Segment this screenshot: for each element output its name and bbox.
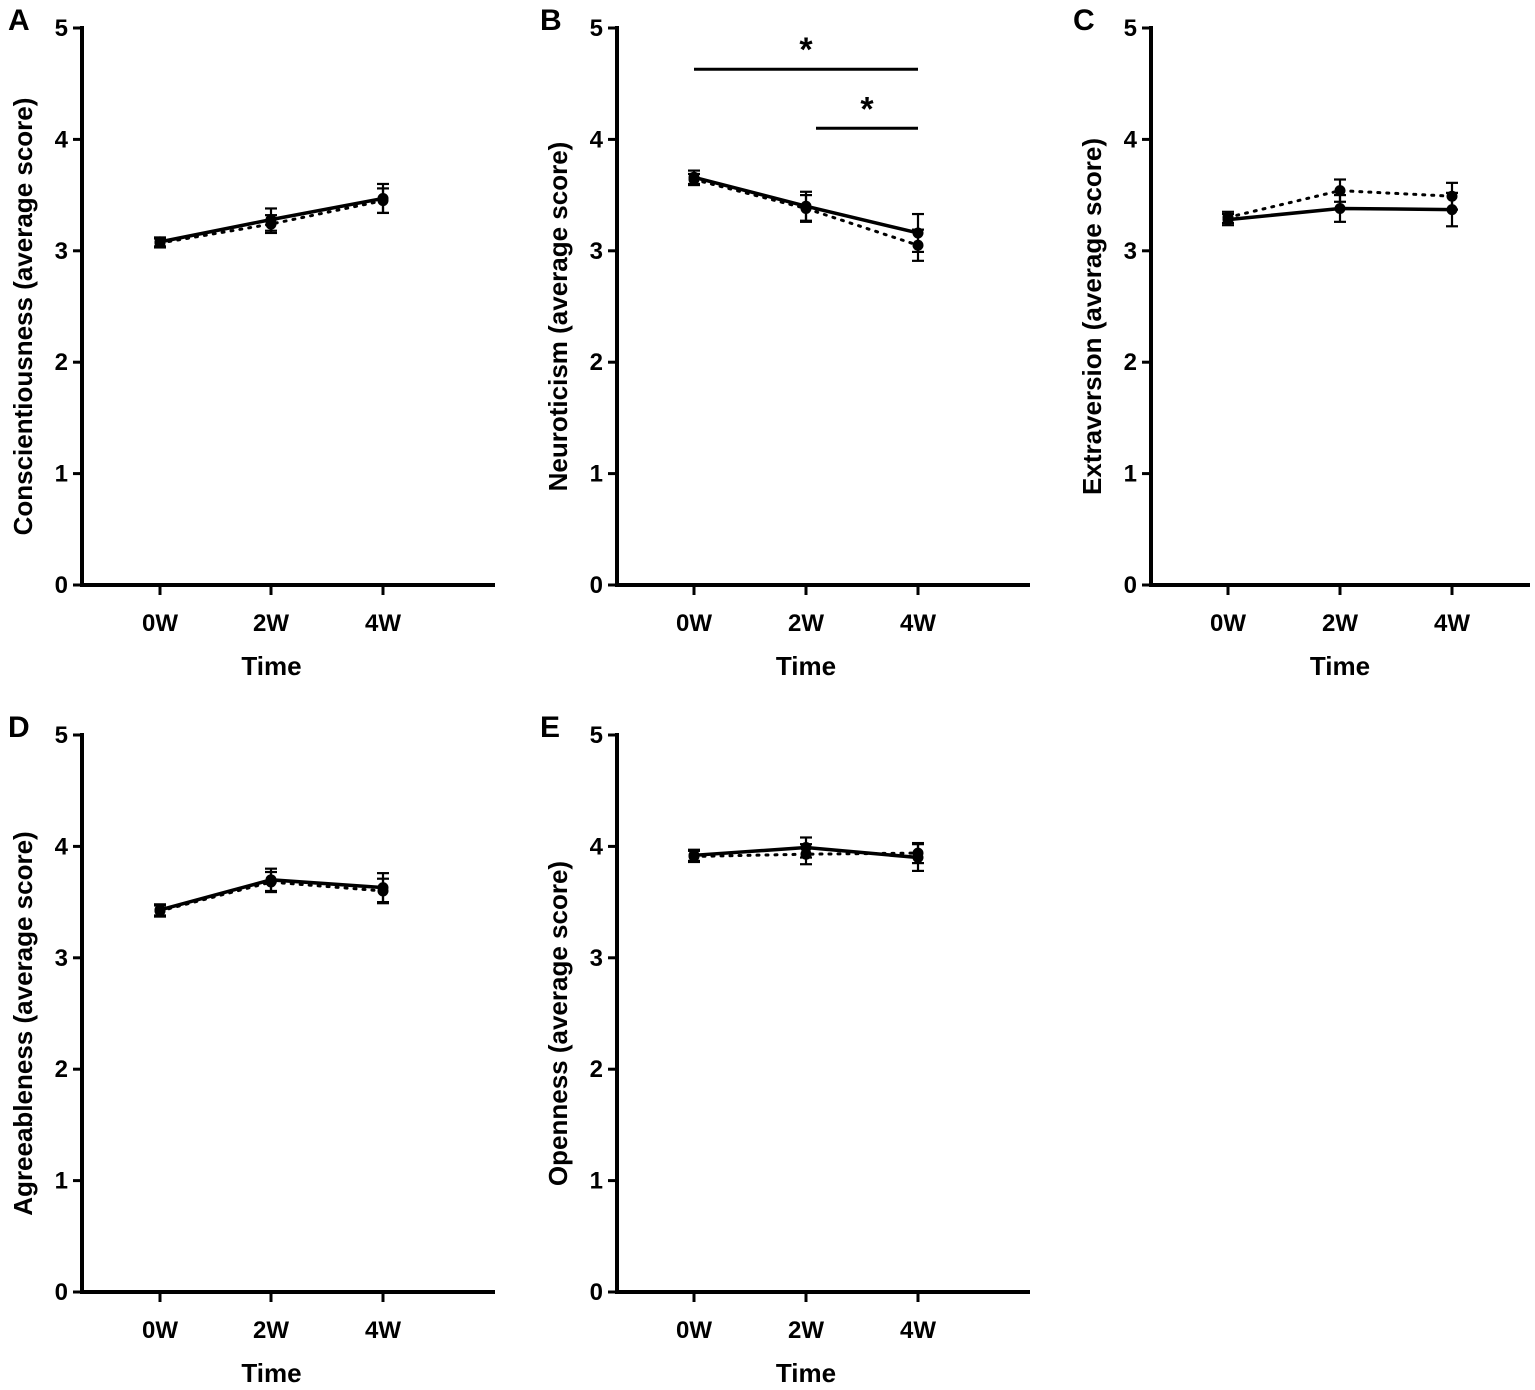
x-tick-label: 4W <box>1434 610 1470 637</box>
y-tick-label: 1 <box>590 461 603 488</box>
data-point-solid <box>912 227 924 239</box>
y-axis-title: Neuroticism (average score) <box>543 142 573 492</box>
data-point-solid <box>688 171 700 183</box>
y-tick-label: 2 <box>1124 349 1137 376</box>
panel-letter: C <box>1073 4 1095 37</box>
x-tick-label: 0W <box>142 610 178 637</box>
y-tick-label: 0 <box>55 1279 68 1306</box>
data-point-solid <box>377 192 389 204</box>
y-axis-title: Openness (average score) <box>543 861 573 1186</box>
series-line-dotted <box>1226 189 1454 219</box>
x-tick-label: 2W <box>788 1317 824 1344</box>
data-point-solid <box>800 842 812 854</box>
y-tick-label: 2 <box>55 1056 68 1083</box>
significance-star: * <box>799 31 813 69</box>
panel-letter: A <box>8 4 30 37</box>
x-axis-title: Time <box>776 651 836 681</box>
series-line-dotted <box>692 851 920 858</box>
y-tick-label: 5 <box>55 15 68 42</box>
y-tick-label: 1 <box>590 1168 603 1195</box>
data-point-solid <box>688 849 700 861</box>
x-tick-label: 0W <box>142 1317 178 1344</box>
y-tick-label: 0 <box>590 572 603 599</box>
chart-panel-e: E 0 1 2 3 4 5 0W 2W 4W Time Openness (average score… <box>540 711 1030 1388</box>
y-tick-label: 4 <box>1124 126 1138 153</box>
data-point-solid <box>154 904 166 916</box>
y-tick-label: 5 <box>1124 15 1137 42</box>
y-tick-label: 1 <box>1124 461 1137 488</box>
y-tick-label: 3 <box>590 945 603 972</box>
chart-panel-d: D 0 1 2 3 4 5 0W 2W 4W Time Agreeableness (average … <box>8 711 495 1388</box>
x-tick-label: 2W <box>253 610 289 637</box>
x-tick-label: 4W <box>900 1317 936 1344</box>
x-tick-label: 0W <box>1210 610 1246 637</box>
series-line-dotted <box>158 199 385 245</box>
y-tick-label: 0 <box>1124 572 1137 599</box>
y-axis-title: Conscientiousness (average score) <box>8 98 38 536</box>
panel-letter: B <box>540 4 562 37</box>
y-tick-label: 5 <box>590 15 603 42</box>
data-point-solid <box>377 882 389 894</box>
y-tick-label: 2 <box>590 349 603 376</box>
y-tick-label: 3 <box>55 238 68 265</box>
x-tick-label: 0W <box>676 1317 712 1344</box>
y-tick-label: 3 <box>590 238 603 265</box>
data-point-solid <box>1222 214 1234 226</box>
data-point-solid <box>912 852 924 864</box>
y-axis-title: Agreeableness (average score) <box>8 831 38 1215</box>
x-tick-label: 4W <box>900 610 936 637</box>
y-axis-title: Extraversion (average score) <box>1077 138 1107 495</box>
chart-panel-a: A 0 1 2 3 4 5 0W 2W 4W Time Conscientiousness (aver… <box>8 4 495 681</box>
x-tick-label: 2W <box>1322 610 1358 637</box>
x-tick-label: 2W <box>788 610 824 637</box>
y-tick-label: 0 <box>590 1279 603 1306</box>
y-tick-label: 2 <box>590 1056 603 1083</box>
y-tick-label: 3 <box>55 945 68 972</box>
x-tick-label: 2W <box>253 1317 289 1344</box>
x-axis-title: Time <box>241 1358 301 1388</box>
panel-letter: D <box>8 711 30 744</box>
data-point-solid <box>800 200 812 212</box>
data-point-dotted <box>1334 185 1346 197</box>
y-tick-label: 1 <box>55 1168 68 1195</box>
y-tick-label: 2 <box>55 349 68 376</box>
chart-panel-b: B 0 1 2 3 4 5 0W 2W 4W Time Neuroticism (average sc… <box>540 4 1030 681</box>
y-tick-label: 4 <box>590 126 604 153</box>
x-axis-title: Time <box>241 651 301 681</box>
y-tick-label: 1 <box>55 461 68 488</box>
data-point-solid <box>1446 204 1458 216</box>
x-tick-label: 4W <box>365 610 401 637</box>
x-axis-title: Time <box>1310 651 1370 681</box>
y-tick-label: 0 <box>55 572 68 599</box>
y-tick-label: 5 <box>590 722 603 749</box>
x-tick-label: 4W <box>365 1317 401 1344</box>
data-point-solid <box>154 236 166 248</box>
y-tick-label: 4 <box>55 833 69 860</box>
chart-panel-c: C 0 1 2 3 4 5 0W 2W 4W Time Extraversion (average s… <box>1073 4 1530 681</box>
y-tick-label: 4 <box>55 126 69 153</box>
y-tick-label: 3 <box>1124 238 1137 265</box>
panel-letter: E <box>540 711 560 744</box>
x-tick-label: 0W <box>676 610 712 637</box>
significance-star: * <box>860 90 874 128</box>
data-point-solid <box>265 874 277 886</box>
data-point-solid <box>1334 202 1346 214</box>
data-point-solid <box>265 214 277 226</box>
y-tick-label: 5 <box>55 722 68 749</box>
y-tick-label: 4 <box>590 833 604 860</box>
x-axis-title: Time <box>776 1358 836 1388</box>
